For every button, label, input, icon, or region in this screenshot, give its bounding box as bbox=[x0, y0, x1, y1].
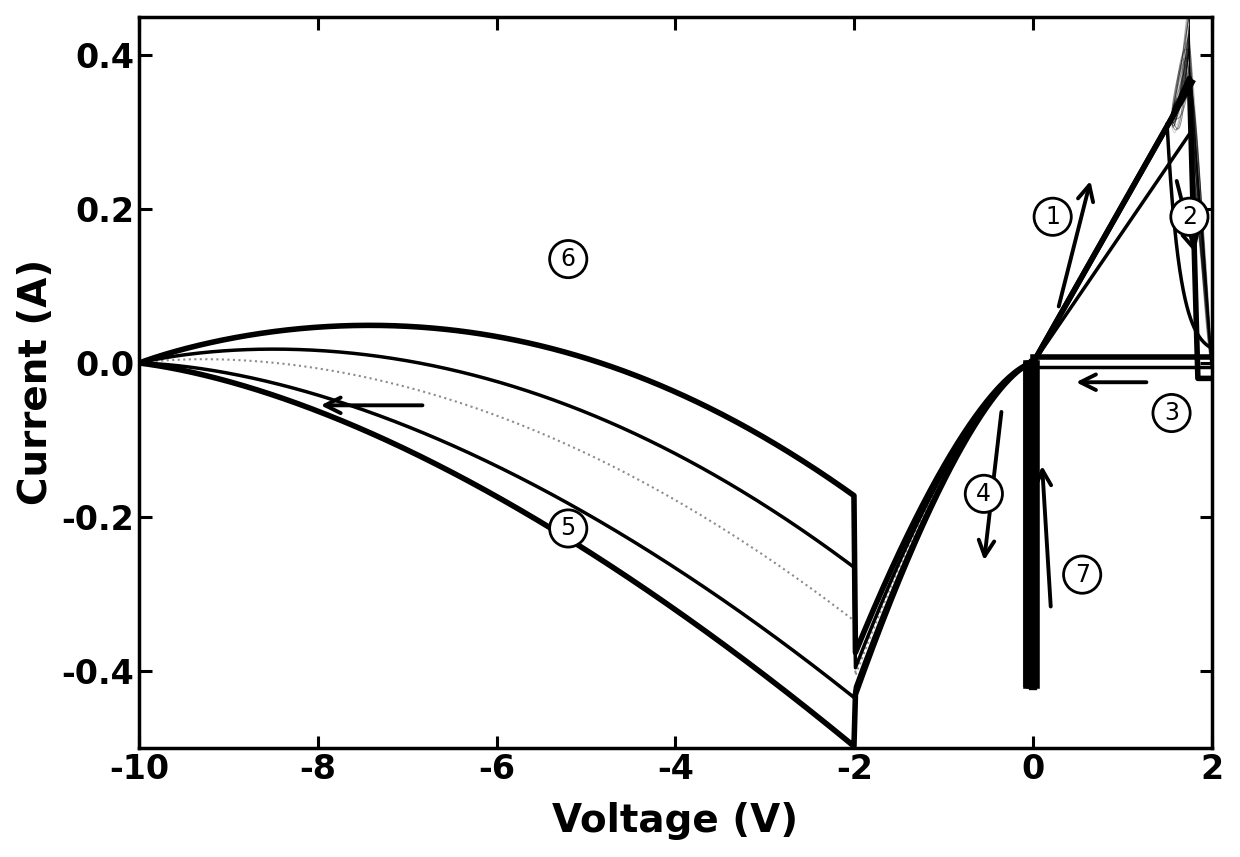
Text: 5: 5 bbox=[560, 517, 575, 541]
Y-axis label: Current (A): Current (A) bbox=[16, 259, 55, 506]
Text: 2: 2 bbox=[1182, 205, 1197, 229]
X-axis label: Voltage (V): Voltage (V) bbox=[553, 802, 799, 841]
Text: 6: 6 bbox=[560, 247, 575, 271]
Text: 4: 4 bbox=[976, 482, 991, 506]
Text: 3: 3 bbox=[1164, 401, 1179, 425]
Text: 7: 7 bbox=[1075, 563, 1090, 587]
Text: 1: 1 bbox=[1045, 205, 1060, 229]
